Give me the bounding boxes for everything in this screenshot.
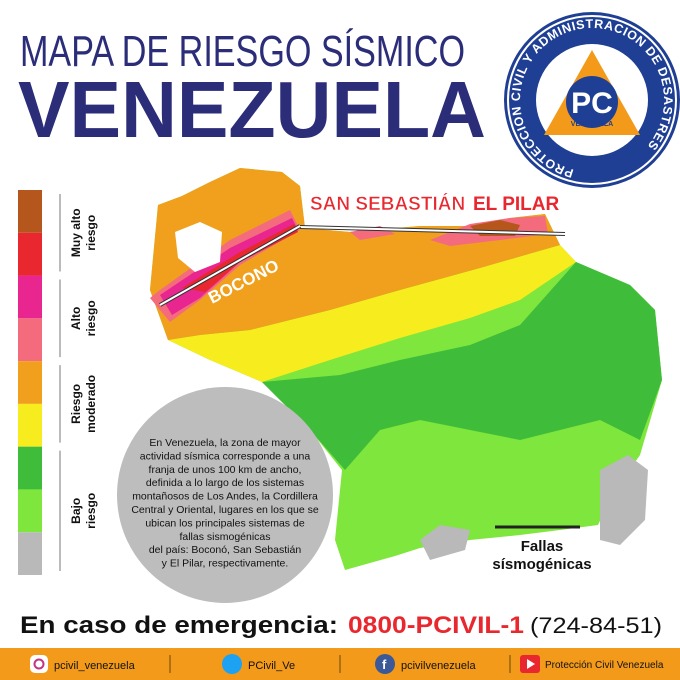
note-line: Central y Oriental, lugares en los que s… bbox=[131, 504, 319, 516]
youtube-play bbox=[527, 659, 535, 669]
faults-legend-text: sísmogénicas bbox=[492, 556, 591, 573]
legend-swatch bbox=[18, 489, 42, 533]
legend-swatch bbox=[18, 318, 42, 362]
lake-maracaibo bbox=[175, 222, 222, 272]
emergency-number: 0800-PCIVIL-1 bbox=[348, 612, 524, 639]
logo-badge bbox=[566, 76, 618, 128]
footer-twitter[interactable]: PCivil_Ve bbox=[222, 654, 295, 674]
facebook-glyph: f bbox=[382, 657, 387, 672]
region-moderate-orange bbox=[150, 168, 560, 340]
legend-label: Bajo bbox=[69, 498, 83, 524]
logo-initials: PC bbox=[571, 87, 613, 120]
instagram-icon bbox=[30, 655, 48, 673]
note-line: franja de unos 100 km de ancho, bbox=[149, 464, 302, 476]
emergency-label: En caso de emergencia: bbox=[20, 612, 338, 639]
title-line1: MAPA DE RIESGO SÍSMICO bbox=[20, 27, 465, 76]
footer-text: PCivil_Ve bbox=[248, 660, 295, 672]
note-line: del país: Boconó, San Sebastián bbox=[149, 544, 302, 556]
legend-swatch bbox=[18, 361, 42, 404]
region-no-data-east bbox=[600, 455, 648, 545]
logo: PROTECCION CIVIL Y ADMINISTRACION DE DES… bbox=[504, 12, 680, 188]
facebook-icon bbox=[375, 654, 395, 674]
note-line: montañosos de Los Andes, la Cordillera bbox=[132, 491, 318, 503]
fault-line-north bbox=[299, 226, 566, 235]
note-circle bbox=[117, 387, 333, 603]
legend-label: Riesgo bbox=[69, 384, 83, 424]
legend-label: riesgo bbox=[84, 493, 98, 529]
legend-label: riesgo bbox=[84, 215, 98, 251]
title-line2: VENEZUELA bbox=[18, 65, 486, 154]
region-moderate-yellow bbox=[168, 245, 576, 382]
note-line: y El Pilar, respectivamente. bbox=[162, 558, 289, 570]
region-low-dark bbox=[262, 262, 662, 470]
note-line: En Venezuela, la zona de mayor bbox=[149, 437, 301, 449]
legend-swatch bbox=[18, 532, 42, 575]
legend-swatch bbox=[18, 232, 42, 276]
instagram-icon-lens bbox=[33, 658, 45, 670]
note-line: actividad sísmica corresponde a una bbox=[140, 450, 311, 462]
footer-facebook[interactable]: f pcivilvenezuela bbox=[375, 654, 476, 674]
footer-instagram[interactable]: pcivil_venezuela bbox=[30, 655, 136, 673]
map: SAN SEBASTIÁN EL PILAR BOCONO En Venezue… bbox=[117, 168, 662, 603]
legend-label: moderado bbox=[84, 375, 98, 433]
emergency-alt-number: (724-84-51) bbox=[530, 613, 662, 638]
fault-label: SAN SEBASTIÁN bbox=[310, 193, 465, 215]
fault-line-bocono bbox=[159, 225, 301, 306]
footer-text: Protección Civil Venezuela bbox=[545, 660, 664, 671]
legend-swatch bbox=[18, 446, 42, 490]
note-line: fallas sismogénicas bbox=[179, 531, 270, 543]
twitter-icon bbox=[222, 654, 242, 674]
note-line: ubican los principales sistemas de bbox=[145, 517, 304, 529]
legend-label: riesgo bbox=[84, 300, 98, 336]
logo-ring-border bbox=[507, 15, 677, 185]
legend-swatch bbox=[18, 275, 42, 319]
logo-country: VENEZUELA bbox=[571, 121, 613, 128]
footer-youtube[interactable]: Protección Civil Venezuela bbox=[520, 655, 664, 673]
legend-label: Alto bbox=[69, 307, 83, 330]
region-no-data-south bbox=[420, 525, 470, 560]
faults-legend-text: Fallas bbox=[521, 538, 564, 555]
footer-text: pcivil_venezuela bbox=[54, 660, 136, 672]
footer-text: pcivilvenezuela bbox=[401, 660, 476, 672]
note: En Venezuela, la zona de mayoractividad … bbox=[131, 437, 319, 570]
note-line: definida a lo largo de los sistemas bbox=[146, 477, 304, 489]
legend-swatch bbox=[18, 190, 42, 233]
legend-swatch bbox=[18, 403, 42, 447]
fault-label: EL PILAR bbox=[473, 194, 559, 215]
legend-label: Muy alto bbox=[69, 208, 83, 257]
